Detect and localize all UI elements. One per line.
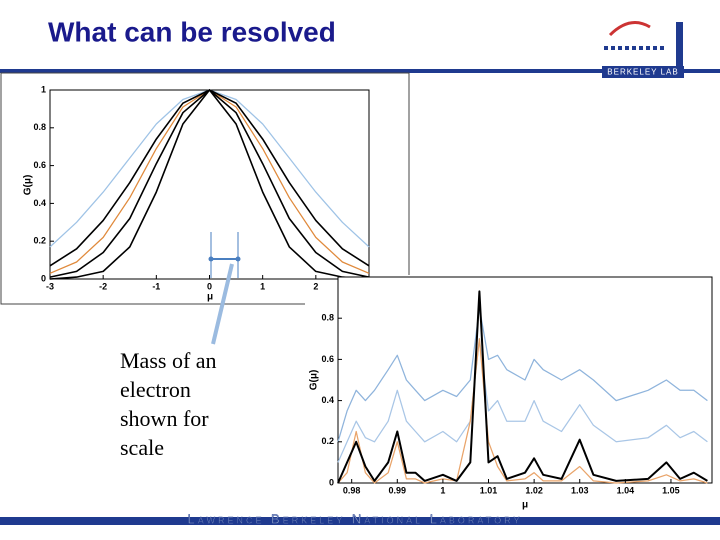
x-axis-label: μ [522, 500, 528, 511]
y-tick-label: 0 [41, 273, 46, 283]
y-tick-label: 0.4 [33, 198, 46, 208]
plot-area [49, 89, 370, 280]
y-tick-label: 0.2 [321, 436, 334, 446]
logo: BERKELEY LAB [602, 21, 684, 78]
y-tick-label: 0.2 [33, 236, 46, 246]
data-line [337, 338, 708, 484]
footer-bar [0, 517, 720, 525]
plots: 00.20.40.60.81-3-2-10123G(μ)μx 10⁻³00.20… [23, 84, 713, 511]
logo-tower [676, 22, 683, 66]
x-tick-label: 1 [260, 281, 265, 291]
y-tick-label: 0.4 [321, 395, 334, 405]
y-tick-label: 1 [41, 84, 46, 94]
x-tick-label: 2 [313, 281, 318, 291]
y-tick-label: 0.8 [321, 313, 334, 323]
y-axis-label: G(μ) [23, 175, 34, 196]
y-tick-label: 0 [329, 477, 334, 487]
slide-title: What can be resolved [48, 16, 336, 47]
x-tick-label: -2 [99, 281, 107, 291]
x-tick-label: 1.02 [525, 485, 543, 495]
x-tick-label: 0 [207, 281, 212, 291]
x-tick-label: 1 [440, 485, 445, 495]
y-tick-label: 0.8 [33, 122, 46, 132]
annotation: Mass of an electron shown for scale [120, 348, 217, 460]
data-line [337, 307, 708, 442]
x-tick-label: 1.01 [480, 485, 498, 495]
x-tick-label: -3 [46, 281, 54, 291]
data-line [337, 338, 708, 463]
marker-dot [235, 256, 241, 262]
x-tick-label: 1.04 [617, 485, 635, 495]
marker-dot [208, 256, 214, 262]
electron-mass-marker [208, 232, 241, 345]
top-rule [0, 69, 720, 73]
y-tick-label: 0.6 [321, 354, 334, 364]
footer-text: Lawrence Berkeley National Laboratory [188, 511, 523, 526]
x-tick-label: 1.05 [662, 485, 680, 495]
y-axis-label: G(μ) [309, 370, 320, 391]
x-tick-label: 1.03 [571, 485, 589, 495]
logo-band [602, 66, 684, 78]
data-line [49, 89, 370, 280]
logo-text: BERKELEY LAB [607, 68, 678, 77]
x-tick-label: 0.99 [389, 485, 407, 495]
data-line [337, 290, 708, 484]
x-axis-label: μ [207, 292, 213, 303]
y-tick-label: 0.6 [33, 160, 46, 170]
x-tick-label: 0.98 [343, 485, 361, 495]
x-tick-label: -1 [152, 281, 160, 291]
logo-arc [608, 21, 651, 37]
pointer-arrow [211, 263, 234, 345]
